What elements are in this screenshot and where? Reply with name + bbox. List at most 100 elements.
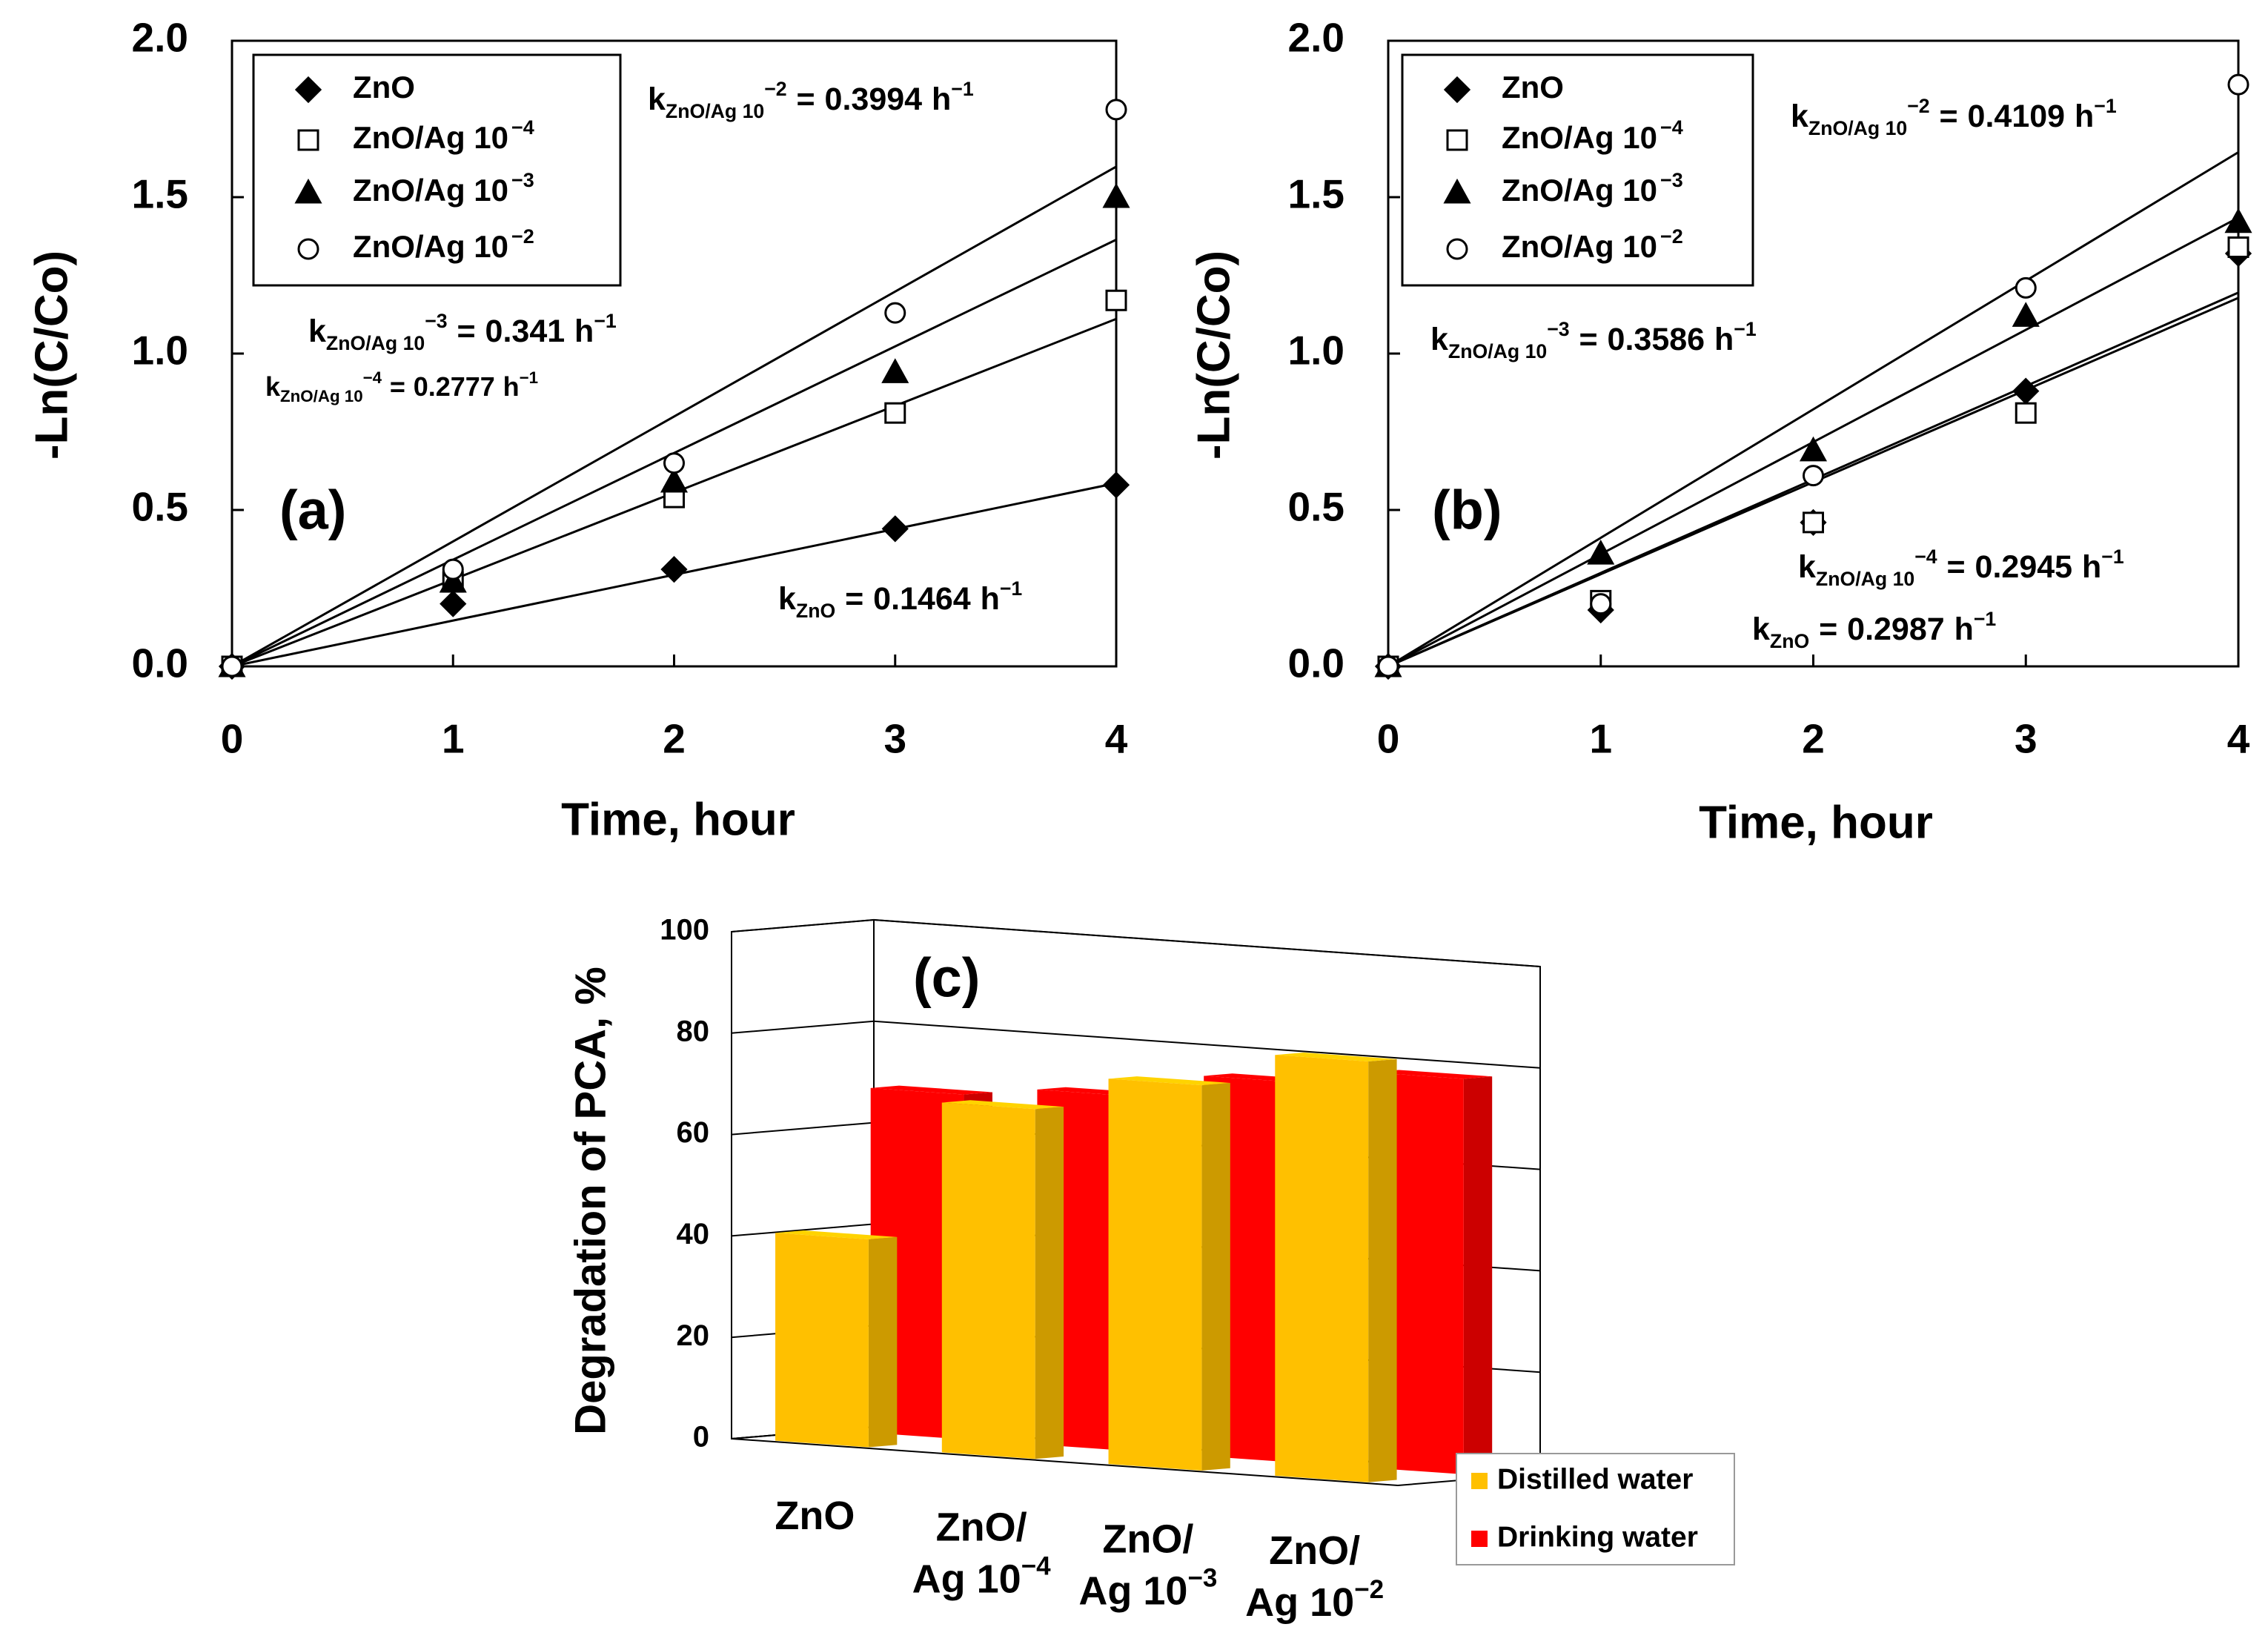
marker — [1443, 76, 1471, 104]
bar — [775, 1230, 898, 1448]
legend-name: ZnO/Ag 10 — [1502, 173, 1657, 208]
legend-label: ZnO/Ag 10 −4 — [353, 116, 534, 155]
marker — [2227, 73, 2249, 96]
bar-top — [775, 1230, 898, 1240]
legend-swatch — [1471, 1531, 1488, 1547]
unit-superscript: −1 — [1734, 318, 1757, 340]
rate-annotation: kZnO/Ag 10−2 = 0.4109 h−1 — [1791, 95, 2117, 139]
x-tick-label: 4 — [1105, 716, 1128, 762]
bar-top — [941, 1100, 1064, 1110]
y-tick-label: 1.0 — [1288, 328, 1344, 374]
marker — [442, 558, 464, 580]
legend-name: ZnO/Ag 10 — [1502, 229, 1657, 264]
marker — [2015, 276, 2037, 299]
marker — [1102, 182, 1130, 208]
x-tick-label: 4 — [2227, 716, 2250, 762]
panel-label: (c) — [913, 947, 980, 1009]
unit: h — [503, 371, 520, 402]
x-tick-label: ZnO/ — [1269, 1528, 1360, 1573]
x-tick-label: Ag 10−2 — [1245, 1575, 1384, 1626]
bar — [941, 1100, 1064, 1459]
unit: h — [981, 581, 1000, 617]
superscript: −4 — [363, 368, 382, 387]
unit: h — [2075, 99, 2094, 134]
x-tick-label: ZnO — [775, 1494, 855, 1538]
marker — [1803, 465, 1824, 487]
category-line: Ag 10 — [1078, 1569, 1187, 1614]
y-axis-title: -Ln(C/Co) — [1188, 251, 1239, 460]
bar-front — [775, 1233, 869, 1448]
grid-line — [731, 1020, 1541, 1069]
category-line: Ag 10 — [1245, 1580, 1354, 1625]
symbol: k — [1798, 549, 1816, 585]
unit-superscript: −1 — [1974, 608, 1997, 630]
x-tick-label: 0 — [1377, 716, 1400, 762]
legend-superscript: −3 — [511, 169, 534, 191]
superscript: −4 — [1914, 546, 1937, 568]
equals: = — [457, 314, 476, 349]
superscript: −2 — [764, 78, 786, 100]
symbol: k — [1430, 322, 1448, 357]
rate-value: 0.2987 — [1847, 612, 1945, 647]
equals: = — [845, 581, 863, 617]
marker — [2015, 402, 2037, 424]
y-tick-label: 1.0 — [132, 328, 188, 374]
subscript: ZnO/Ag 10 — [666, 100, 764, 122]
x-tick-label: 0 — [221, 716, 244, 762]
rate-annotation: kZnO = 0.2987 h−1 — [1752, 608, 1996, 652]
unit-superscript: −1 — [520, 368, 538, 387]
equals: = — [1947, 549, 1966, 585]
x-tick-label: 2 — [663, 716, 686, 762]
legend-swatch — [1471, 1473, 1488, 1489]
legend-label: Drinking water — [1497, 1521, 1698, 1553]
bar-side — [1035, 1107, 1064, 1459]
equals: = — [797, 82, 815, 117]
marker — [294, 178, 322, 204]
symbol: k — [648, 82, 666, 117]
panel-label: (b) — [1432, 480, 1502, 541]
subscript: ZnO/Ag 10 — [1816, 568, 1914, 590]
x-tick-label: 3 — [883, 716, 906, 762]
bar-front — [941, 1102, 1035, 1459]
x-tick-label: ZnO/ — [936, 1505, 1027, 1550]
category-line: ZnO — [775, 1494, 855, 1538]
rate-annotation: kZnO/Ag 10−3 = 0.3586 h−1 — [1430, 318, 1757, 362]
subscript: ZnO/Ag 10 — [1808, 117, 1907, 139]
y-tick-label: 40 — [677, 1218, 710, 1250]
marker — [440, 590, 467, 617]
symbol: k — [778, 581, 796, 617]
y-tick-label: 0.5 — [1288, 484, 1344, 530]
rate-annotation: kZnO = 0.1464 h−1 — [778, 577, 1022, 622]
unit: h — [2082, 549, 2101, 585]
x-tick-label: 1 — [442, 716, 465, 762]
marker — [884, 402, 906, 424]
marker — [881, 515, 909, 543]
bar-top — [1108, 1076, 1230, 1086]
rate-annotation: kZnO/Ag 10−4 = 0.2945 h−1 — [1798, 546, 2124, 590]
y-axis-title: Degradation of PCA, % — [566, 967, 614, 1435]
category-line: ZnO/ — [1102, 1517, 1193, 1562]
equals: = — [1819, 612, 1837, 647]
equals: = — [390, 371, 405, 402]
unit: h — [574, 314, 594, 349]
unit-superscript: −1 — [594, 310, 617, 332]
y-tick-label: 20 — [677, 1319, 710, 1352]
symbol: k — [1752, 612, 1770, 647]
marker — [1803, 511, 1824, 534]
bar-side — [1201, 1082, 1230, 1471]
rate-value: 0.341 — [485, 314, 566, 349]
unit: h — [1714, 322, 1734, 357]
marker — [2227, 236, 2249, 259]
rate-value: 0.1464 — [873, 581, 971, 617]
y-tick-label: 60 — [677, 1116, 710, 1149]
y-tick-label: 2.0 — [1288, 15, 1344, 61]
legend-superscript: −2 — [511, 225, 534, 248]
y-axis-title: -Ln(C/Co) — [26, 251, 77, 460]
category-superscript: −2 — [1354, 1575, 1384, 1604]
legend-label: ZnO — [353, 70, 415, 105]
equals: = — [1579, 322, 1598, 357]
category-line: ZnO/ — [1269, 1528, 1360, 1573]
fit-line — [231, 165, 1117, 668]
y-tick-label: 1.5 — [1288, 171, 1344, 217]
